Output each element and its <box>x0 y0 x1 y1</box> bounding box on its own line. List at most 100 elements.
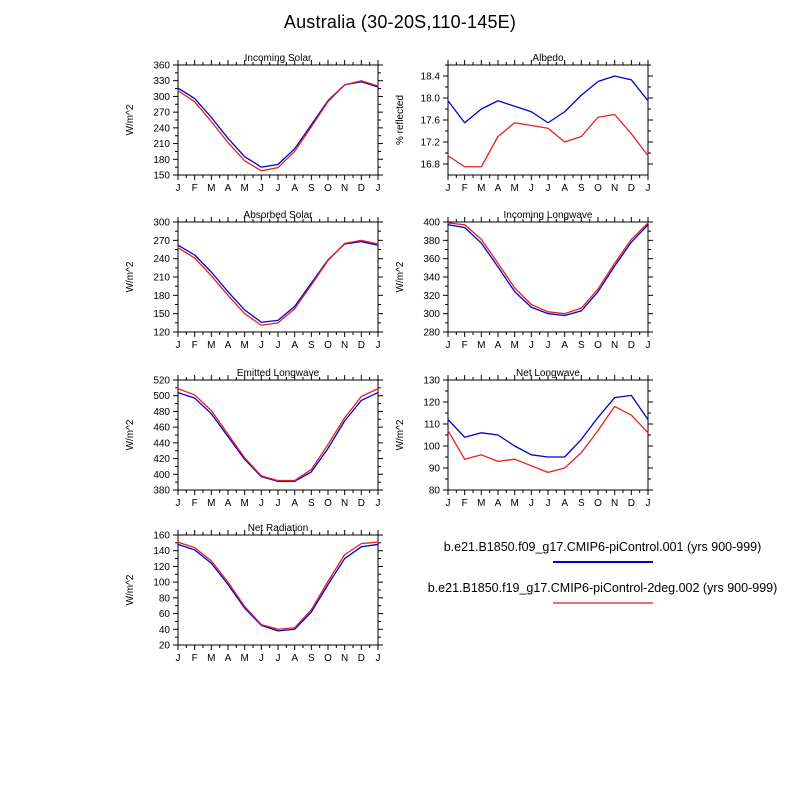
chart-net-radiation: Net Radiation 20 40 60 80 100 120 140 160 J F M A M J J… <box>103 521 403 673</box>
svg-text:Emitted Longwave: Emitted Longwave <box>237 368 320 379</box>
svg-text:J: J <box>176 653 181 664</box>
svg-text:J: J <box>546 340 551 351</box>
svg-text:D: D <box>358 653 365 664</box>
page-title: Australia (30-20S,110-145E) <box>283 12 517 32</box>
svg-text:400: 400 <box>153 470 170 481</box>
svg-text:D: D <box>358 183 365 194</box>
svg-text:18.4: 18.4 <box>421 72 441 83</box>
svg-text:N: N <box>611 183 618 194</box>
svg-text:F: F <box>192 183 198 194</box>
svg-text:A: A <box>495 183 502 194</box>
svg-text:330: 330 <box>153 76 170 87</box>
svg-text:N: N <box>341 498 348 509</box>
svg-text:M: M <box>207 183 215 194</box>
svg-text:W/m^2: W/m^2 <box>125 419 136 450</box>
svg-text:Albedo: Albedo <box>532 53 564 64</box>
svg-text:M: M <box>510 340 518 351</box>
svg-text:M: M <box>477 340 485 351</box>
svg-text:M: M <box>477 498 485 509</box>
svg-text:300: 300 <box>153 218 170 229</box>
svg-text:120: 120 <box>153 328 170 339</box>
svg-text:A: A <box>291 653 298 664</box>
svg-text:J: J <box>376 183 381 194</box>
svg-text:W/m^2: W/m^2 <box>125 104 136 135</box>
svg-text:460: 460 <box>153 423 170 434</box>
svg-text:A: A <box>495 498 502 509</box>
svg-text:J: J <box>259 653 264 664</box>
svg-text:J: J <box>529 498 534 509</box>
svg-text:J: J <box>646 183 651 194</box>
svg-text:J: J <box>446 498 451 509</box>
svg-text:500: 500 <box>153 391 170 402</box>
svg-text:D: D <box>628 340 635 351</box>
svg-text:270: 270 <box>153 236 170 247</box>
svg-text:140: 140 <box>153 546 170 557</box>
svg-text:400: 400 <box>423 218 440 229</box>
svg-text:180: 180 <box>153 291 170 302</box>
svg-text:240: 240 <box>153 123 170 134</box>
svg-text:J: J <box>259 183 264 194</box>
svg-text:40: 40 <box>159 625 171 636</box>
svg-text:420: 420 <box>153 454 170 465</box>
svg-text:F: F <box>462 340 468 351</box>
svg-text:A: A <box>561 498 568 509</box>
svg-text:S: S <box>308 183 315 194</box>
svg-text:J: J <box>546 498 551 509</box>
svg-text:A: A <box>291 498 298 509</box>
svg-text:17.6: 17.6 <box>421 116 441 127</box>
legend-entry-control: b.e21.B1850.f09_g17.CMIP6-piControl.001 … <box>405 540 800 563</box>
svg-text:520: 520 <box>153 376 170 387</box>
svg-text:J: J <box>276 653 281 664</box>
svg-text:Absorbed Solar: Absorbed Solar <box>244 210 314 221</box>
svg-text:F: F <box>462 498 468 509</box>
svg-text:S: S <box>578 183 585 194</box>
svg-text:90: 90 <box>429 464 441 475</box>
svg-text:F: F <box>192 653 198 664</box>
svg-text:360: 360 <box>423 254 440 265</box>
svg-text:N: N <box>611 498 618 509</box>
svg-text:M: M <box>240 498 248 509</box>
svg-text:N: N <box>341 653 348 664</box>
svg-text:M: M <box>207 498 215 509</box>
svg-text:100: 100 <box>153 578 170 589</box>
svg-text:W/m^2: W/m^2 <box>395 261 406 292</box>
svg-text:210: 210 <box>153 139 170 150</box>
svg-text:J: J <box>529 340 534 351</box>
svg-text:N: N <box>611 340 618 351</box>
svg-text:D: D <box>628 498 635 509</box>
legend-label-2deg: b.e21.B1850.f19_g17.CMIP6-piControl-2deg… <box>427 581 778 595</box>
legend-line-blue <box>552 561 653 563</box>
svg-text:S: S <box>578 340 585 351</box>
svg-text:A: A <box>561 340 568 351</box>
svg-text:380: 380 <box>423 236 440 247</box>
svg-text:120: 120 <box>153 562 170 573</box>
svg-text:A: A <box>291 183 298 194</box>
svg-text:J: J <box>529 183 534 194</box>
svg-text:J: J <box>276 498 281 509</box>
svg-text:N: N <box>341 340 348 351</box>
svg-text:J: J <box>376 498 381 509</box>
svg-text:A: A <box>561 183 568 194</box>
svg-text:D: D <box>358 340 365 351</box>
svg-text:M: M <box>207 340 215 351</box>
svg-text:Incoming Solar: Incoming Solar <box>245 53 312 64</box>
svg-text:320: 320 <box>423 291 440 302</box>
svg-text:60: 60 <box>159 609 171 620</box>
svg-text:440: 440 <box>153 438 170 449</box>
svg-text:240: 240 <box>153 254 170 265</box>
legend-line-red <box>552 602 653 604</box>
svg-text:20: 20 <box>159 641 171 652</box>
svg-text:M: M <box>477 183 485 194</box>
svg-text:210: 210 <box>153 273 170 284</box>
svg-text:% reflected: % reflected <box>395 95 406 145</box>
svg-text:18.0: 18.0 <box>421 94 441 105</box>
svg-text:J: J <box>259 340 264 351</box>
svg-text:M: M <box>510 183 518 194</box>
svg-text:S: S <box>308 498 315 509</box>
svg-text:J: J <box>176 183 181 194</box>
svg-text:M: M <box>240 340 248 351</box>
svg-text:W/m^2: W/m^2 <box>395 419 406 450</box>
svg-text:M: M <box>510 498 518 509</box>
svg-text:340: 340 <box>423 273 440 284</box>
chart-emitted-longwave: Emitted Longwave 380 400 420 440 460 480 500 520… <box>103 366 403 518</box>
